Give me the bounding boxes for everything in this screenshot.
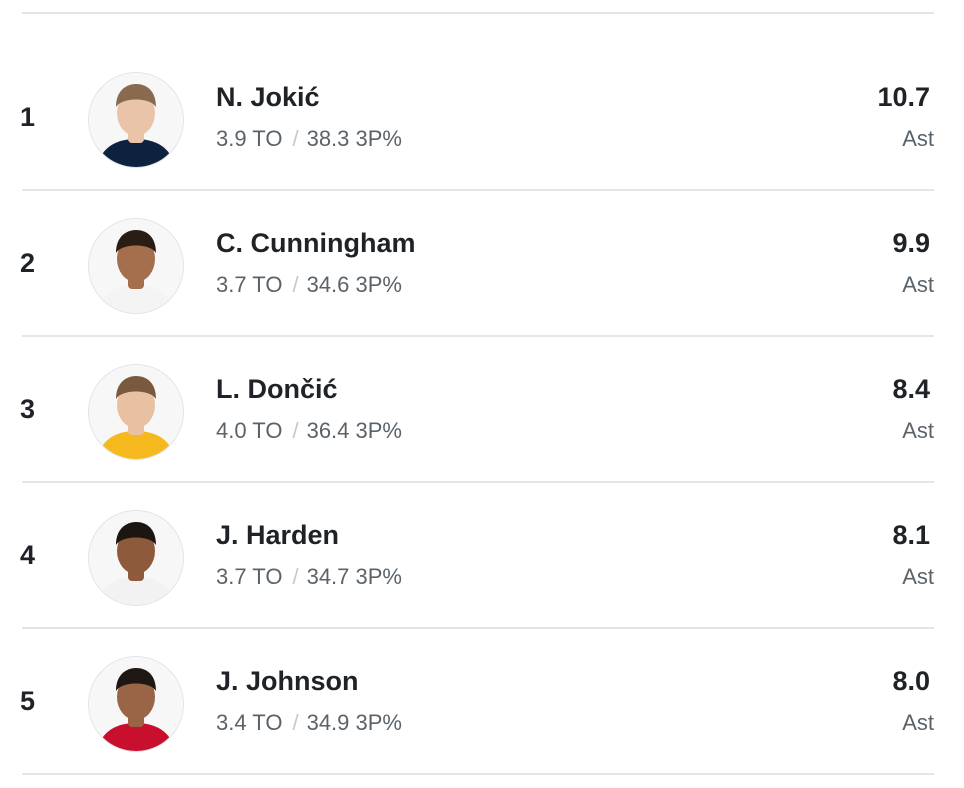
divider [22,12,934,14]
player-name[interactable]: J. Harden [216,520,340,550]
rank: 3 [20,394,36,424]
player-stat-line: 3.7 TO / 34.7 3P% [216,564,402,590]
divider [22,335,934,337]
three-point-pct: 34.9 3P% [306,710,402,735]
stat-unit: Ast [902,272,934,297]
turnovers: 3.4 TO [216,710,283,735]
stat-separator: / [292,564,299,589]
player-name[interactable]: L. Dončić [216,374,338,404]
turnovers: 4.0 TO [216,418,283,443]
leader-row-3[interactable]: 3 L. Dončić 4.0 TO / 36.4 3P% 8.4 Ast [0,338,964,482]
leader-row-5[interactable]: 5 J. Johnson 3.4 TO / 34.9 3P% 8.0 Ast [0,630,964,774]
divider [22,481,934,483]
divider [22,627,934,629]
stat-unit: Ast [902,564,934,589]
leader-row-1[interactable]: 1 N. Jokić 3.9 TO / 38.3 3P% 10.7 Ast [0,46,964,190]
player-name[interactable]: N. Jokić [216,82,320,112]
three-point-pct: 36.4 3P% [306,418,402,443]
stat-value: 8.0 [892,666,930,696]
rank: 4 [20,540,36,570]
player-name[interactable]: C. Cunningham [216,228,416,258]
stat-separator: / [292,272,299,297]
player-headshot-icon[interactable] [88,510,184,606]
divider [22,189,934,191]
stat-separator: / [292,418,299,443]
stat-value: 8.1 [892,520,930,550]
turnovers: 3.9 TO [216,126,283,151]
stat-value: 8.4 [892,374,930,404]
stat-unit: Ast [902,418,934,443]
rank: 2 [20,248,36,278]
player-headshot-icon[interactable] [88,364,184,460]
leader-row-4[interactable]: 4 J. Harden 3.7 TO / 34.7 3P% 8.1 Ast [0,484,964,628]
three-point-pct: 34.7 3P% [306,564,402,589]
player-stat-line: 3.4 TO / 34.9 3P% [216,710,402,736]
turnovers: 3.7 TO [216,272,283,297]
stat-unit: Ast [902,710,934,735]
player-stat-line: 3.9 TO / 38.3 3P% [216,126,402,152]
player-stat-line: 4.0 TO / 36.4 3P% [216,418,402,444]
rank: 1 [20,102,36,132]
divider [22,773,934,775]
leader-row-2[interactable]: 2 C. Cunningham 3.7 TO / 34.6 3P% 9.9 Ast [0,192,964,336]
stat-value: 10.7 [877,82,930,112]
stat-value: 9.9 [892,228,930,258]
stat-separator: / [292,710,299,735]
stat-unit: Ast [902,126,934,151]
player-stat-line: 3.7 TO / 34.6 3P% [216,272,402,298]
rank: 5 [20,686,36,716]
turnovers: 3.7 TO [216,564,283,589]
player-headshot-icon[interactable] [88,218,184,314]
player-headshot-icon[interactable] [88,656,184,752]
player-name[interactable]: J. Johnson [216,666,359,696]
player-headshot-icon[interactable] [88,72,184,168]
three-point-pct: 34.6 3P% [306,272,402,297]
three-point-pct: 38.3 3P% [306,126,402,151]
stat-separator: / [292,126,299,151]
